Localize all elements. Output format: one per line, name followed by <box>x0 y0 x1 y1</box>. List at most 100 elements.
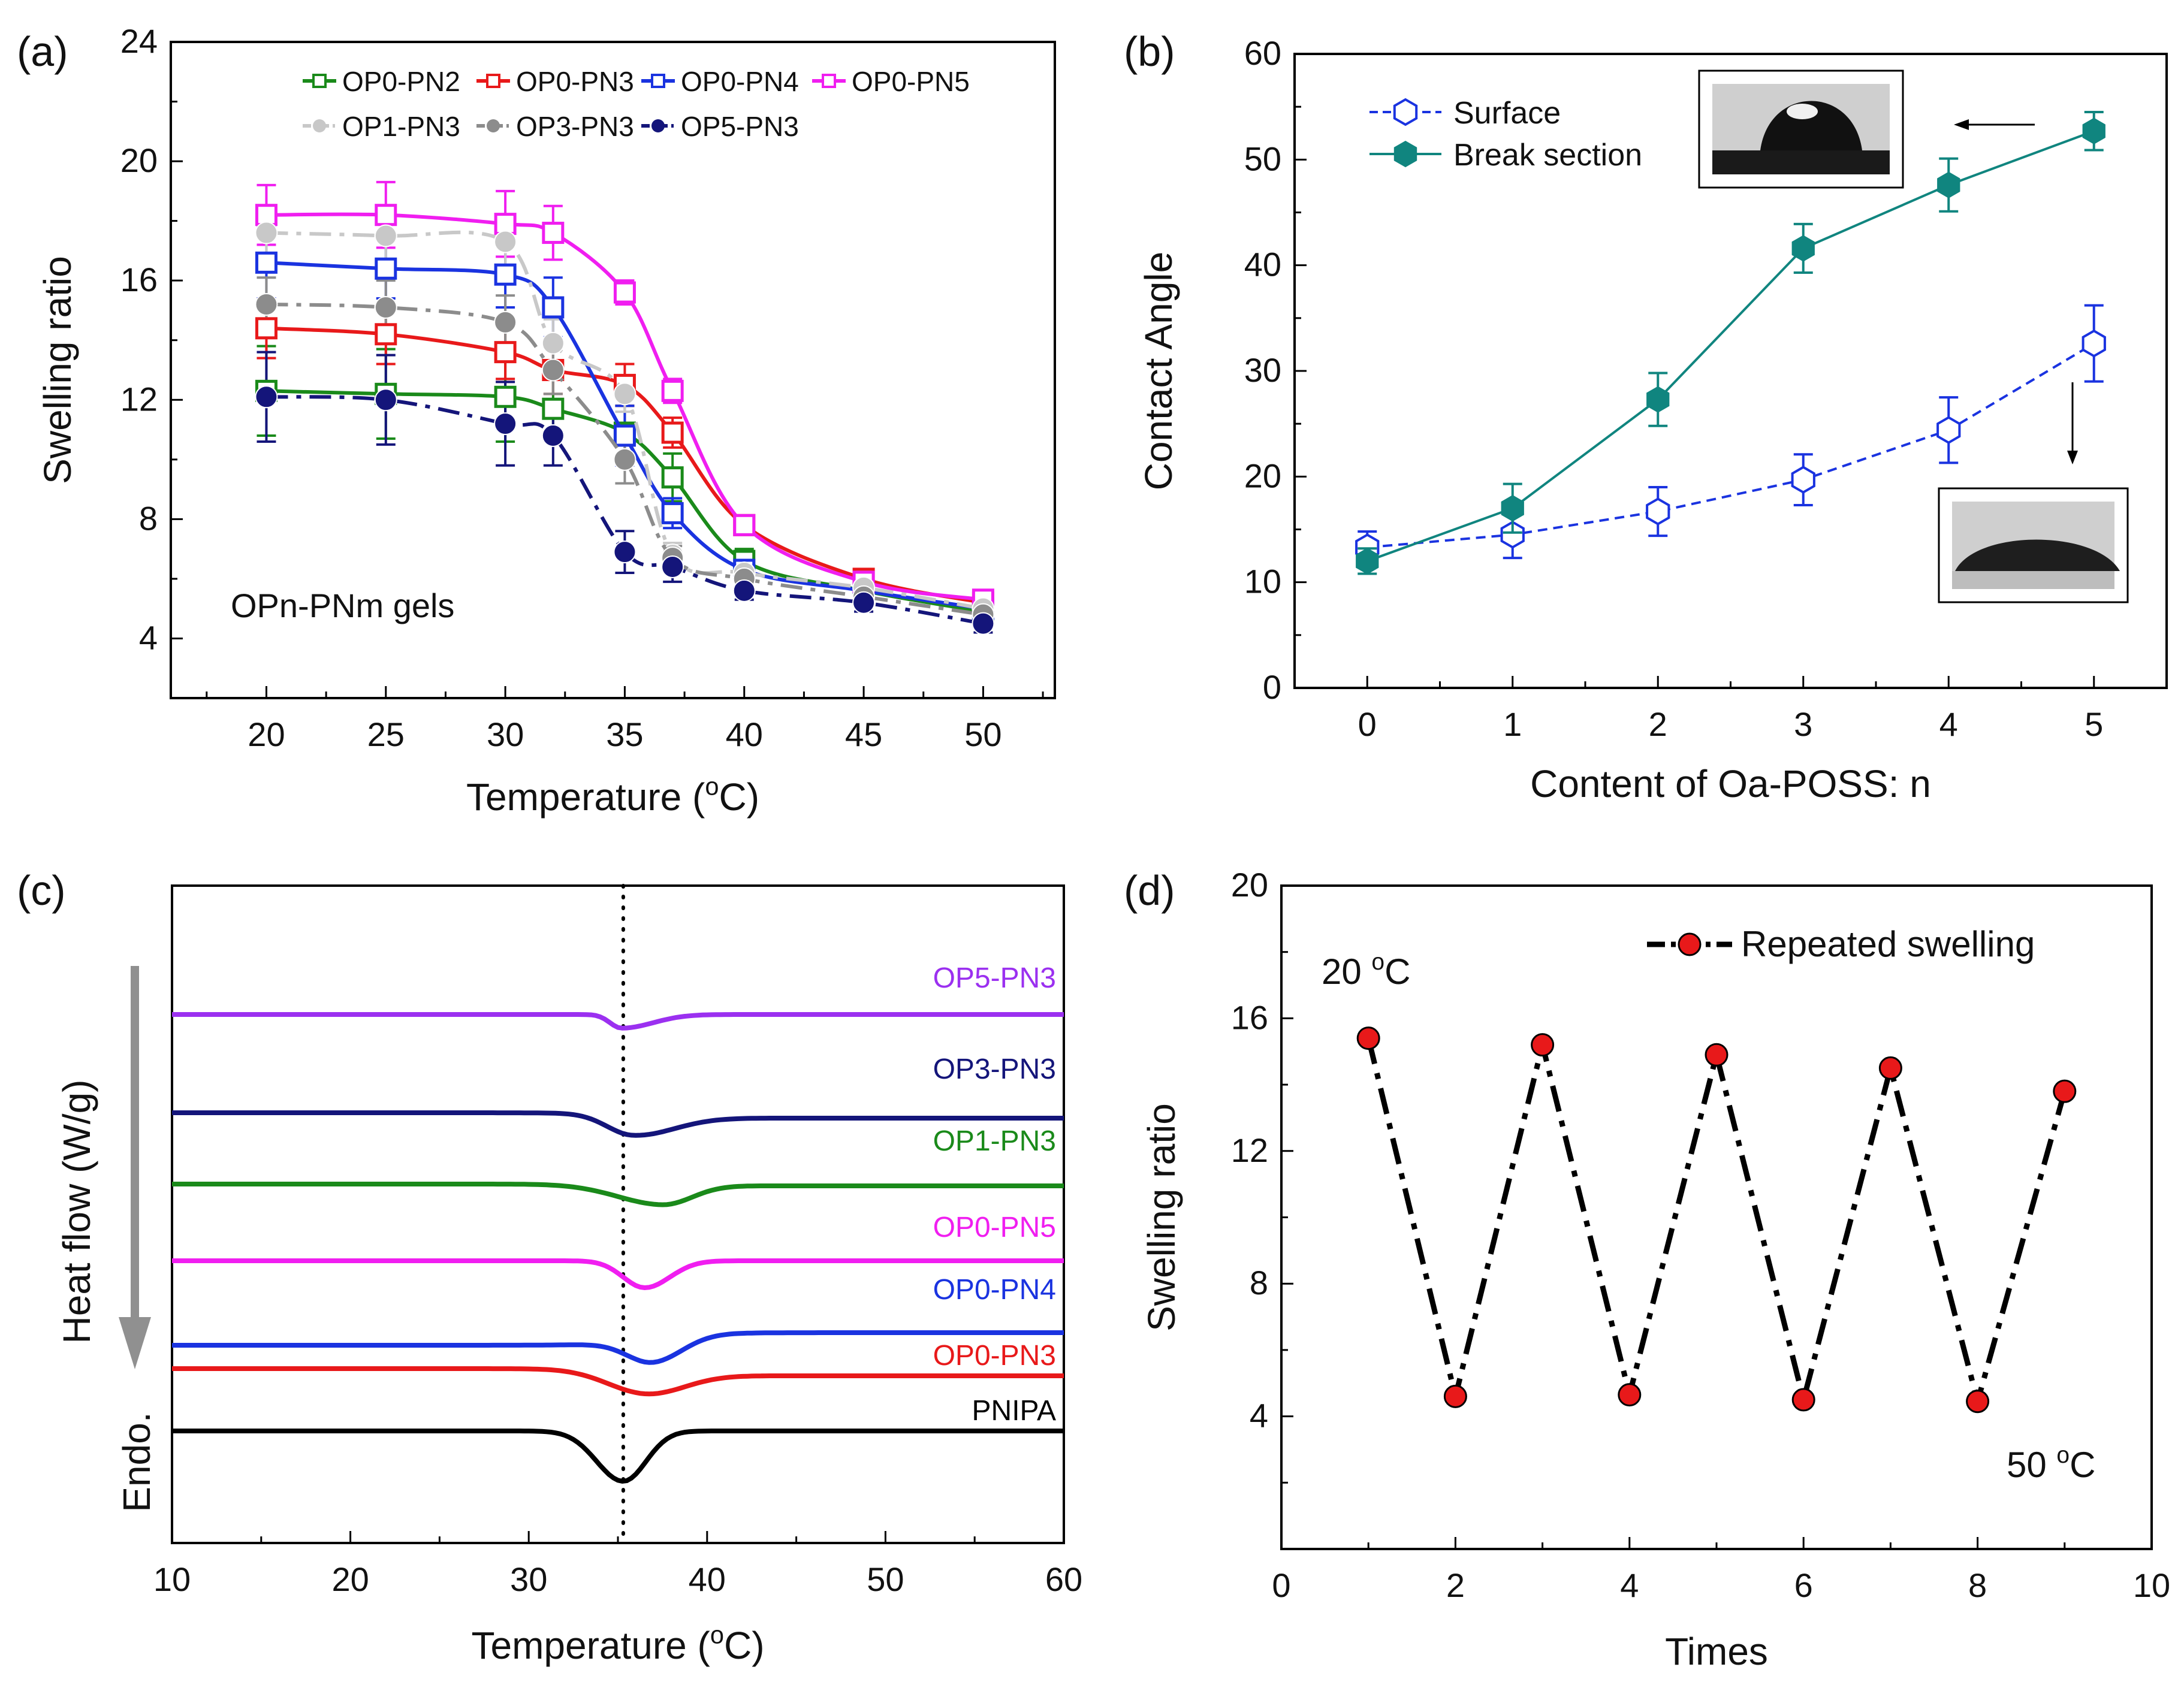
legend-marker <box>312 74 327 88</box>
x-tick-label: 2 <box>1649 705 1667 743</box>
trace-OP0-PN5: OP0-PN5 <box>172 1212 1064 1291</box>
trace-label: OP1-PN3 <box>933 1125 1056 1157</box>
data-point <box>494 412 517 436</box>
y-axis-label: Heat flow (W/g) <box>55 1080 98 1344</box>
x-tick-label: 8 <box>1968 1566 1987 1604</box>
arrow-head <box>2067 451 2078 464</box>
trace-label: OP0-PN5 <box>933 1212 1056 1243</box>
x-axis-label: Content of Oa-POSS: n <box>1530 762 1931 805</box>
panel-c: (c) 10 20 30 40 50 60 Temperature (oC) Heat flow… <box>17 867 1082 1667</box>
x-tick-label: 30 <box>510 1560 547 1598</box>
series-line <box>1365 1037 2068 1412</box>
data-point <box>375 323 397 346</box>
legend-marker <box>313 119 326 132</box>
legend-label: OP0-PN3 <box>516 66 634 97</box>
legend-marker <box>1678 932 1702 956</box>
legend-label: Break section <box>1453 138 1642 173</box>
data-point <box>732 579 756 602</box>
arrow-head <box>119 1317 151 1369</box>
series-Repeated swelling <box>1356 1026 2077 1414</box>
data-point <box>542 397 565 420</box>
data-point <box>1501 495 1524 522</box>
panel-label: (d) <box>1124 867 1175 914</box>
trace-OP5-PN3: OP5-PN3 <box>172 962 1064 1031</box>
droplet-image-break-section <box>1698 70 1904 189</box>
series-line <box>266 212 984 602</box>
x-tick-label: 50 <box>867 1560 904 1598</box>
y-tick-label: 12 <box>120 380 158 418</box>
x-axis-label: Temperature (oC) <box>466 772 759 819</box>
data-point <box>1966 1390 1990 1414</box>
dsc-trace <box>172 1330 1064 1365</box>
droplet-image-surface <box>1938 487 2129 603</box>
y-tick-label: 30 <box>1244 351 1281 389</box>
x-tick-label: 50 <box>964 715 1001 753</box>
y-tick-label: 20 <box>1244 457 1281 494</box>
dsc-trace <box>172 1258 1064 1291</box>
series-line <box>266 303 984 617</box>
data-point <box>661 502 684 524</box>
data-point <box>2082 329 2106 358</box>
data-point <box>255 385 278 409</box>
legend-marker <box>486 74 500 88</box>
trace-label: PNIPA <box>972 1395 1056 1427</box>
data-point <box>1791 235 1815 262</box>
dsc-trace <box>172 1182 1064 1207</box>
data-point <box>374 295 397 319</box>
data-point <box>374 388 397 412</box>
trace-OP0-PN3: OP0-PN3 <box>172 1340 1064 1397</box>
data-point <box>1618 1383 1642 1407</box>
x-tick-label: 3 <box>1794 705 1812 743</box>
panel-label: (a) <box>17 28 68 75</box>
data-point <box>542 296 565 319</box>
data-point <box>494 341 517 364</box>
y-tick-label: 0 <box>1263 668 1281 706</box>
trace-OP1-PN3: OP1-PN3 <box>172 1125 1064 1207</box>
annotation-50C: 50 oC <box>2007 1442 2095 1485</box>
data-point <box>494 385 517 408</box>
legend-label: Repeated swelling <box>1741 924 2035 964</box>
trace-PNIPA: PNIPA <box>172 1395 1064 1484</box>
data-point <box>1356 548 1379 575</box>
data-point <box>1791 1388 1815 1412</box>
y-tick-label: 50 <box>1244 140 1281 177</box>
arrow-head <box>1954 119 1969 130</box>
y-tick-label: 20 <box>120 141 158 179</box>
series-line-OP5-PN3 <box>255 385 995 635</box>
x-tick-label: 4 <box>1620 1566 1639 1604</box>
legend-marker <box>1393 140 1417 168</box>
x-tick-label: 10 <box>153 1560 191 1598</box>
trace-OP0-PN4: OP0-PN4 <box>172 1274 1064 1365</box>
data-point <box>661 379 684 402</box>
endo-label: Endo. <box>115 1412 158 1512</box>
legend-marker <box>1393 98 1418 126</box>
x-axis-label: Times <box>1665 1630 1768 1673</box>
droplet <box>1955 539 2120 571</box>
data-point <box>661 466 684 489</box>
data-point <box>661 555 684 578</box>
legend-marker <box>651 119 665 132</box>
data-point <box>1878 1056 1902 1080</box>
data-point <box>1791 466 1815 494</box>
y-tick-label: 12 <box>1231 1131 1268 1169</box>
data-point <box>375 204 397 227</box>
x-tick-label: 5 <box>2085 705 2103 743</box>
series-line <box>1366 129 2095 563</box>
x-tick-label: 40 <box>689 1560 726 1598</box>
data-point <box>613 382 637 406</box>
y-tick-label: 40 <box>1244 246 1281 283</box>
data-point <box>542 222 565 244</box>
data-point <box>613 448 637 471</box>
data-point <box>1646 497 1670 526</box>
data-point <box>1356 1026 1380 1050</box>
substrate <box>1952 571 2114 589</box>
series-line <box>1367 342 2095 549</box>
y-tick-label: 4 <box>139 618 158 656</box>
trace-label: OP5-PN3 <box>933 962 1056 994</box>
x-tick-label: 2 <box>1446 1566 1465 1604</box>
data-point <box>613 540 637 564</box>
data-point <box>255 251 277 274</box>
data-point <box>2082 117 2105 144</box>
x-tick-label: 0 <box>1358 705 1377 743</box>
